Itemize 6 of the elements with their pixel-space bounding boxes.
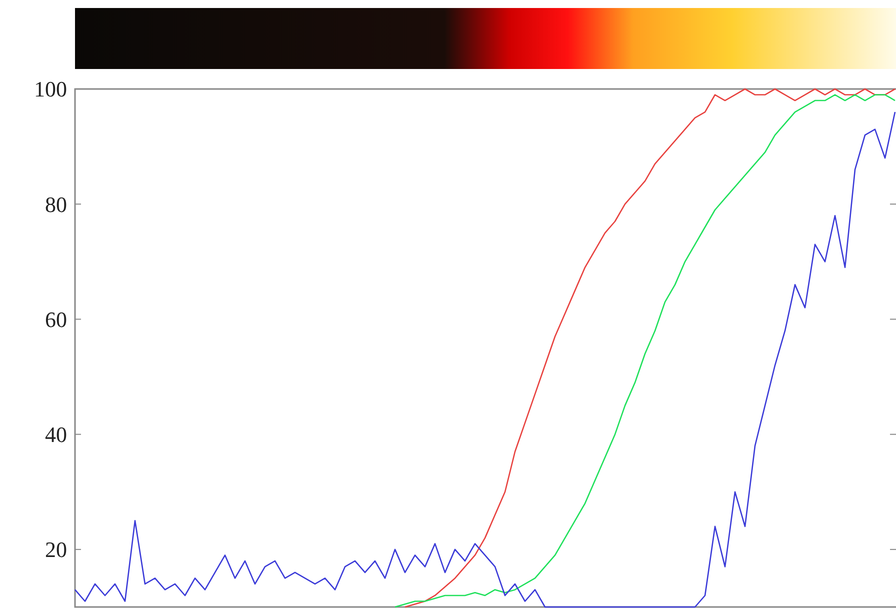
y-tick-label: 20: [45, 537, 67, 562]
y-tick-label: 80: [45, 192, 67, 217]
line-series: [74, 111, 896, 608]
y-tick-label: 100: [34, 76, 67, 102]
y-tick-label: 40: [45, 422, 67, 448]
y-tick-label: 60: [45, 306, 67, 332]
